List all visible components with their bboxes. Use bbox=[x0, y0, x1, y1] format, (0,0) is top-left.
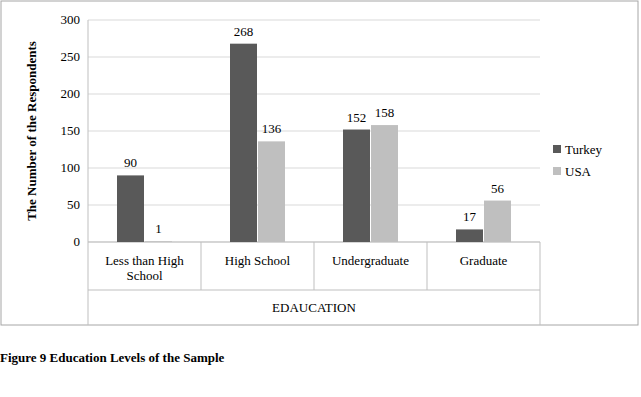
grid-line bbox=[88, 205, 540, 206]
legend: Turkey USA bbox=[553, 142, 603, 179]
y-tick-label: 250 bbox=[61, 49, 81, 64]
x-tick-label: Undergraduate bbox=[332, 253, 409, 268]
category-divider bbox=[540, 242, 541, 290]
bar bbox=[145, 241, 172, 242]
x-axis-label: EDAUCATION bbox=[272, 300, 356, 315]
y-tick-label: 0 bbox=[74, 234, 81, 249]
x-tick-label: Graduate bbox=[460, 253, 508, 268]
grid-line bbox=[88, 57, 540, 58]
bar bbox=[230, 44, 257, 242]
y-tick-label: 150 bbox=[61, 123, 81, 138]
grid-line bbox=[88, 20, 540, 21]
legend-swatch bbox=[553, 145, 561, 153]
data-label: 1 bbox=[155, 221, 162, 236]
grid-line bbox=[88, 168, 540, 169]
category-divider bbox=[540, 290, 541, 325]
data-label: 17 bbox=[463, 209, 477, 224]
category-divider bbox=[88, 290, 89, 325]
grid-line bbox=[88, 131, 540, 132]
data-label: 152 bbox=[347, 110, 367, 125]
bar bbox=[117, 175, 144, 242]
legend-swatch bbox=[553, 167, 561, 175]
chart-frame bbox=[1, 1, 638, 325]
grid-line bbox=[88, 94, 540, 95]
bar bbox=[456, 229, 483, 242]
x-tick-label: Less than HighSchool bbox=[105, 253, 184, 283]
bars bbox=[117, 44, 511, 242]
data-label: 90 bbox=[124, 155, 137, 170]
legend-label: USA bbox=[565, 164, 592, 179]
y-axis-label: The Number of the Respondents bbox=[24, 41, 39, 221]
data-label: 56 bbox=[491, 181, 505, 196]
x-tick-label: High School bbox=[225, 253, 291, 268]
chart-container: 0 50 100 150 200 250 300 90 268 152 17 1 136 158 56 Les… bbox=[0, 0, 641, 397]
data-label: 268 bbox=[234, 24, 254, 39]
y-tick-label: 300 bbox=[61, 12, 81, 27]
category-divider bbox=[201, 242, 202, 290]
category-divider bbox=[88, 242, 89, 290]
legend-label: Turkey bbox=[565, 142, 603, 157]
y-tick-label: 50 bbox=[67, 197, 80, 212]
data-label: 158 bbox=[375, 105, 395, 120]
category-divider bbox=[427, 242, 428, 290]
category-divider bbox=[88, 290, 540, 291]
y-axis bbox=[88, 20, 89, 242]
bar bbox=[343, 130, 370, 242]
chart-svg: 0 50 100 150 200 250 300 90 268 152 17 1 136 158 56 Les… bbox=[0, 0, 641, 397]
figure-caption: Figure 9 Education Levels of the Sample bbox=[0, 350, 225, 365]
data-label: 136 bbox=[262, 121, 282, 136]
bar bbox=[371, 125, 398, 242]
category-divider bbox=[314, 242, 315, 290]
y-tick-label: 200 bbox=[61, 86, 81, 101]
y-tick-label: 100 bbox=[61, 160, 81, 175]
bar bbox=[258, 141, 285, 242]
bar bbox=[484, 201, 511, 242]
